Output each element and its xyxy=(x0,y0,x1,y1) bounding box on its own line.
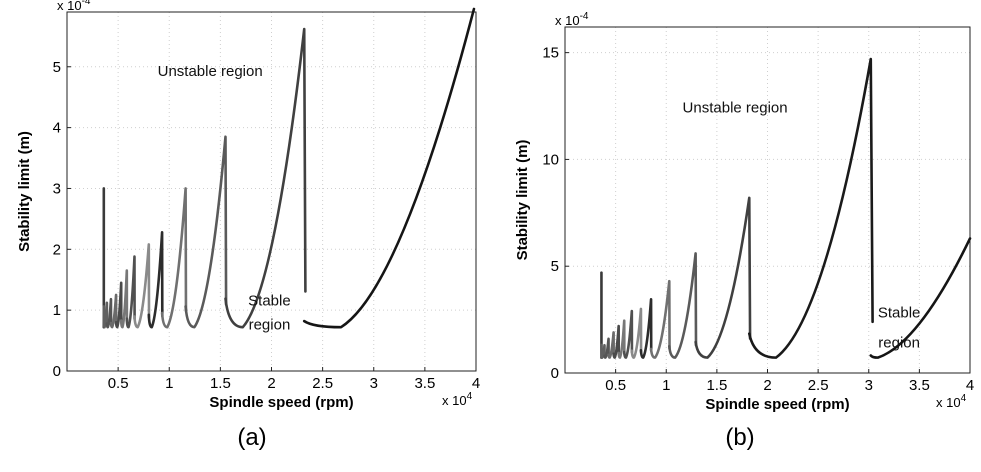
x-tick-label: 3 xyxy=(370,375,378,392)
y-tick-label: 0 xyxy=(53,363,61,380)
x-tick-label: 2.5 xyxy=(312,375,333,392)
x-multiplier: x 104 xyxy=(442,391,473,408)
lobe-curve xyxy=(224,27,307,329)
x-tick-label: 2.5 xyxy=(808,377,829,394)
lobe-curve xyxy=(667,252,698,359)
y-tick-label: 0 xyxy=(551,365,559,382)
x-tick-label: 0.5 xyxy=(108,375,129,392)
x-tick-label: 2 xyxy=(267,375,275,392)
y-tick-label: 4 xyxy=(53,120,61,137)
x-tick-label: 4 xyxy=(472,375,480,392)
chart-1: 0.5 1 1.5 2 2.5 3 3.5 4 0 5 10 15 x 10-4 x 104 Spindle… xyxy=(514,11,974,413)
x-tick-label: 4 xyxy=(966,377,974,394)
x-tick-label: 3.5 xyxy=(414,375,435,392)
lobe-curve xyxy=(600,343,606,359)
y-axis-label: Stability limit (m) xyxy=(16,131,33,252)
lobe-curve xyxy=(747,57,874,359)
y-tick-label: 5 xyxy=(53,59,61,76)
x-exponent: 4 xyxy=(961,393,967,404)
x-exponent: 4 xyxy=(467,391,473,402)
stability-lobes xyxy=(600,57,972,359)
final-branch-curve xyxy=(869,237,972,359)
lobe-curve xyxy=(649,279,671,359)
lobe-curve xyxy=(133,243,151,329)
x-tick-label: 1.5 xyxy=(706,377,727,394)
figure-caption: (b) xyxy=(725,424,754,451)
lobe-curve xyxy=(160,187,188,329)
region-annotation: region xyxy=(878,334,920,351)
lobe-curve xyxy=(114,281,123,329)
lobe-curve xyxy=(119,269,129,329)
y-multiplier: x 10-4 xyxy=(555,11,589,28)
chart-0: 0.5 1 1.5 2 2.5 3 3.5 4 0 1 2 3 4 5 x 10-4 x 104 Spindle… xyxy=(16,0,480,411)
x-tick-label: 3.5 xyxy=(909,377,930,394)
x-axis-label: Spindle speed (rpm) xyxy=(209,394,353,411)
region-annotation: Unstable region xyxy=(158,63,263,80)
x-axis-label: Spindle speed (rpm) xyxy=(705,396,849,413)
y-tick-label: 3 xyxy=(53,180,61,197)
region-annotation: Stable xyxy=(878,304,921,321)
region-annotation: Unstable region xyxy=(683,99,788,116)
lobe-curve xyxy=(612,324,621,359)
region-annotation: Stable xyxy=(248,292,291,309)
x-multiplier: x 104 xyxy=(936,393,967,410)
y-exponent: -4 xyxy=(580,11,589,22)
y-multiplier: x 10-4 xyxy=(57,0,91,13)
x-tick-label: 3 xyxy=(865,377,873,394)
lobe-curve xyxy=(639,298,653,359)
y-axis-label: Stability limit (m) xyxy=(514,140,531,261)
x-tick-label: 2 xyxy=(763,377,771,394)
y-tick-label: 10 xyxy=(542,151,559,168)
lobe-curve xyxy=(607,331,615,359)
y-tick-label: 2 xyxy=(53,241,61,258)
lobe-curve xyxy=(622,309,634,359)
y-exponent: -4 xyxy=(82,0,91,7)
lobe-curve xyxy=(617,319,626,359)
lobe-curve xyxy=(125,255,136,329)
final-branch-curve xyxy=(302,7,476,329)
lobe-curve xyxy=(102,301,109,329)
x-tick-label: 1 xyxy=(662,377,670,394)
lobe-curve xyxy=(603,337,610,359)
lobe-curve xyxy=(147,230,164,329)
lobe-curve xyxy=(694,196,752,359)
stability-lobes xyxy=(102,7,476,329)
y-tick-label: 15 xyxy=(542,45,559,62)
lobe-curve xyxy=(184,135,228,329)
x-tick-label: 0.5 xyxy=(605,377,626,394)
lobe-curve xyxy=(630,307,643,359)
y-tick-label: 1 xyxy=(53,302,61,319)
x-tick-label: 1.5 xyxy=(210,375,231,392)
lobe-curve xyxy=(105,297,113,329)
y-tick-label: 5 xyxy=(551,258,559,275)
region-annotation: region xyxy=(249,317,291,334)
x-tick-label: 1 xyxy=(165,375,173,392)
lobe-curve xyxy=(109,293,118,329)
figure-caption: (a) xyxy=(237,424,266,451)
